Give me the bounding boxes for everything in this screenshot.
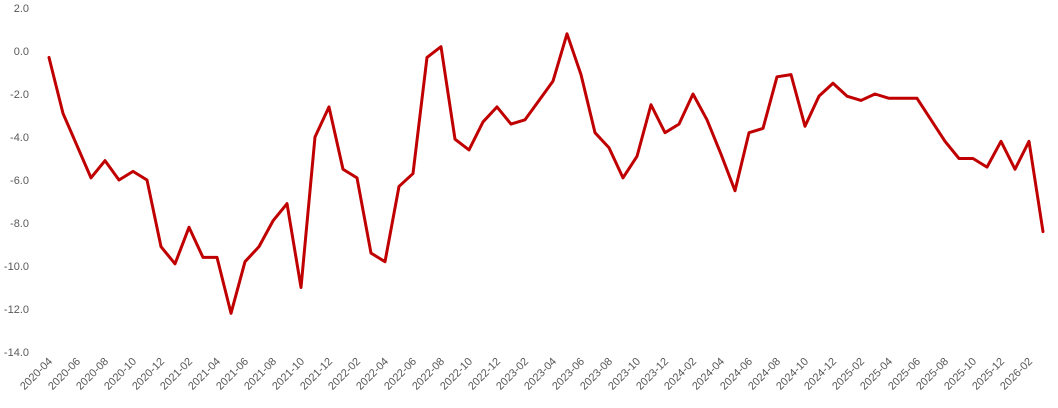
y-tick-label: -8.0 — [10, 218, 29, 230]
y-tick-label: -2.0 — [10, 89, 29, 101]
y-tick-label: -4.0 — [10, 132, 29, 144]
y-tick-label: 0.0 — [14, 46, 29, 58]
y-tick-label: -14.0 — [4, 347, 29, 359]
y-tick-label: -10.0 — [4, 261, 29, 273]
line-series — [47, 32, 1045, 315]
y-tick-label: -6.0 — [10, 175, 29, 187]
y-tick-label: -12.0 — [4, 304, 29, 316]
y-tick-label: 2.0 — [14, 3, 29, 15]
